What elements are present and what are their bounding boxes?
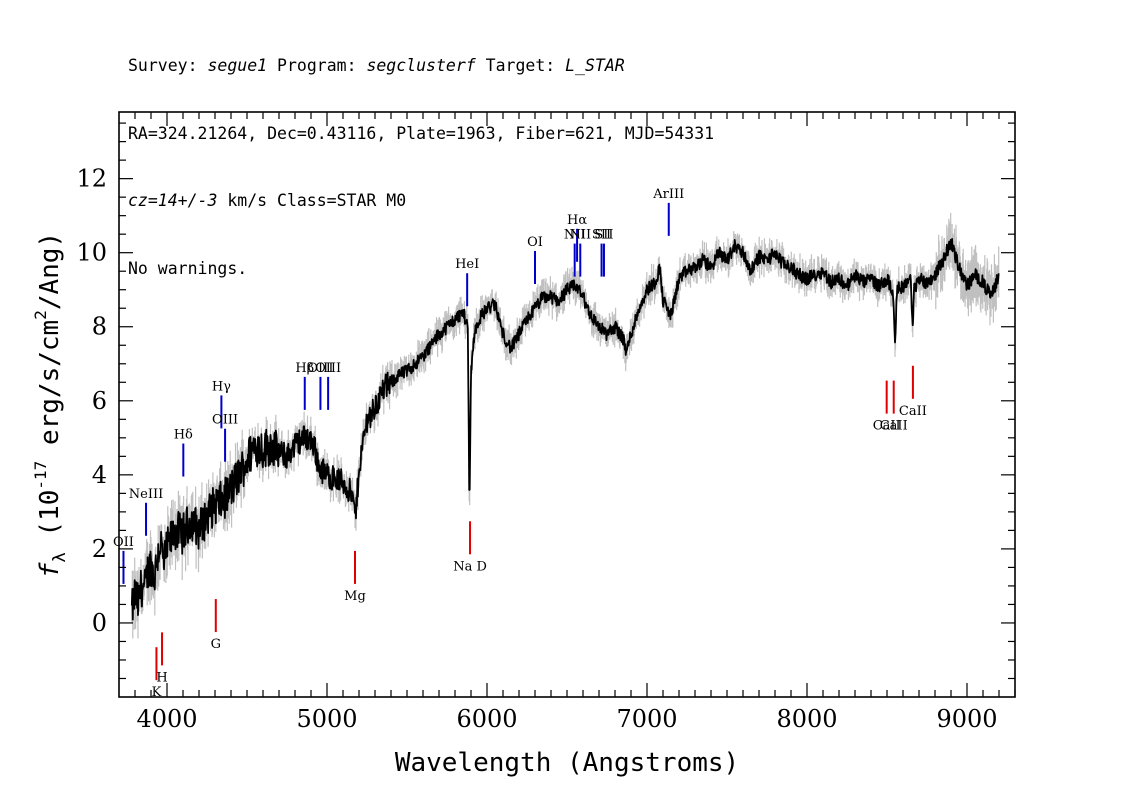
line-label-caii: CaII — [899, 404, 927, 419]
line-label-hβ: Hβ — [295, 361, 314, 376]
line-label-oii: OII — [113, 535, 134, 550]
y-tick-label: 0 — [92, 609, 107, 637]
y-axis-exp: -17 — [31, 461, 50, 490]
line-label-mg: Mg — [344, 589, 366, 604]
x-tick-label: 5000 — [296, 705, 357, 733]
line-label-caii: CaII — [873, 419, 901, 434]
line-label-sii: SII — [594, 228, 613, 243]
header-line-3: cz=14+/-3 km/s Class=STAR M0 — [128, 190, 1028, 213]
y-axis-lambda: λ — [50, 552, 70, 562]
header-text-segment: segue1 — [207, 56, 268, 75]
line-label-neiii: NeIII — [129, 487, 163, 502]
line-label-hγ: Hγ — [212, 379, 231, 394]
x-tick-label: 9000 — [936, 705, 997, 733]
line-label-hα: Hα — [567, 213, 587, 228]
header-text-segment: No warnings. — [128, 258, 248, 278]
svg-text:fλ (10-17 erg/s/cm2/Ang): fλ (10-17 erg/s/cm2/Ang) — [31, 232, 70, 578]
line-label-hei: HeI — [455, 257, 479, 272]
line-label-caii: CaII — [880, 419, 908, 434]
line-label-oi: OI — [527, 235, 543, 250]
y-tick-label: 6 — [92, 387, 107, 415]
spectrum-header: Survey: segue1 Program: segclusterf Targ… — [128, 10, 1028, 303]
header-text-segment: km/s Class=STAR M0 — [217, 191, 407, 210]
x-tick-label: 4000 — [136, 705, 197, 733]
header-text-segment: Survey: — [128, 56, 208, 75]
data-layer — [130, 212, 1000, 639]
y-axis-end: /Ang) — [35, 232, 65, 310]
header-text-segment: Program: — [267, 56, 367, 75]
plot-frame — [118, 111, 1016, 698]
x-axis-title: Wavelength (Angstroms) — [395, 748, 739, 778]
y-tick-label: 8 — [92, 313, 107, 341]
axis-ticks-layer: 4000 5000 6000 7000 8000 9000 0 2 4 6 8 10 12 — [76, 112, 1016, 733]
line-label-hδ: Hδ — [174, 428, 193, 443]
header-text-segment: segclusterf — [366, 56, 476, 75]
header-text-segment: Target: — [475, 56, 566, 75]
header-text-segment: RA=324.21264, Dec=0.43116, Plate=1963, F… — [128, 123, 715, 143]
line-label-h: H — [156, 670, 167, 685]
y-axis-f: f — [35, 562, 65, 578]
line-label-oiii: OIII — [315, 361, 341, 376]
line-label-na-d: Na D — [453, 559, 487, 574]
y-axis-exp2: 2 — [31, 310, 50, 320]
y-tick-label: 12 — [76, 165, 107, 193]
line-label-oiii: OIII — [212, 413, 238, 428]
y-axis-mid: (10 — [35, 490, 65, 553]
line-label-oiii: OIII — [307, 361, 333, 376]
y-tick-label: 4 — [92, 461, 107, 489]
header-line-2: RA=324.21264, Dec=0.43116, Plate=1963, F… — [128, 123, 1028, 146]
header-text-segment: L_STAR — [565, 56, 625, 75]
line-label-sii: SII — [592, 228, 611, 243]
x-tick-label: 8000 — [776, 705, 837, 733]
y-axis-title: fλ (10-17 erg/s/cm2/Ang) — [31, 232, 70, 578]
line-label-g: G — [211, 637, 221, 652]
line-label-nii: NII — [564, 228, 586, 243]
header-line-1: Survey: segue1 Program: segclusterf Targ… — [128, 55, 1028, 78]
y-tick-label: 2 — [92, 535, 107, 563]
line-label-k: K — [152, 685, 162, 700]
y-axis-units: erg/s/cm — [35, 320, 65, 461]
y-tick-label: 10 — [76, 239, 107, 267]
flux-line — [130, 237, 1000, 621]
line-label-ariii: ArIII — [652, 187, 684, 202]
x-tick-label: 6000 — [456, 705, 517, 733]
header-text-segment: cz=14+/-3 — [128, 191, 218, 210]
x-tick-label: 7000 — [616, 705, 677, 733]
header-line-4: No warnings. — [128, 258, 1028, 281]
line-label-nii: NII — [569, 228, 591, 243]
